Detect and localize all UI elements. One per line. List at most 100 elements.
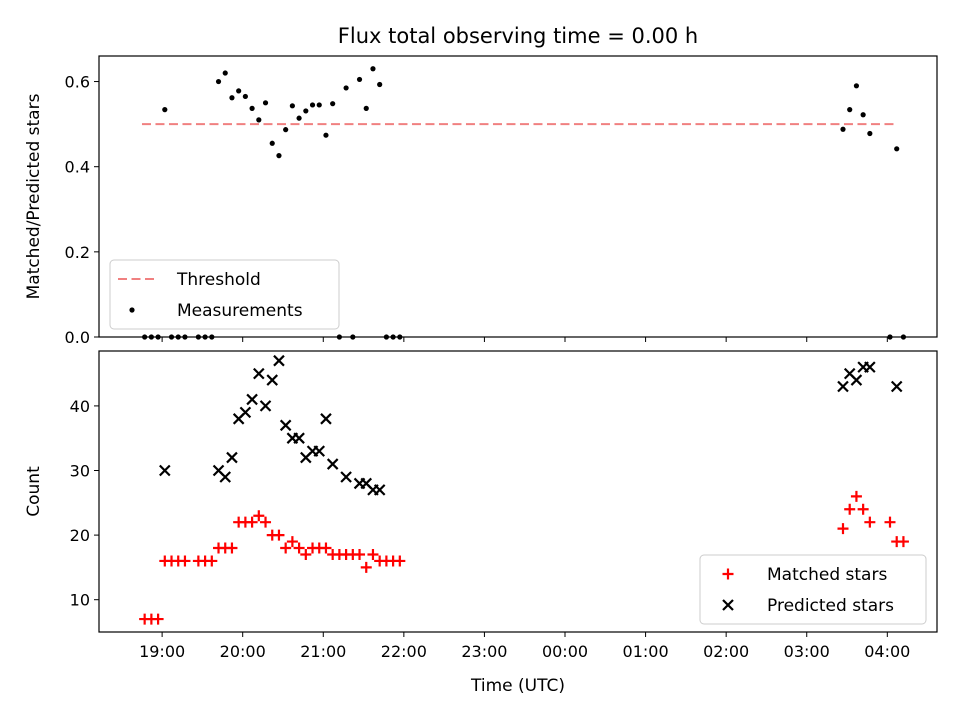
matched-stars-point [864, 516, 876, 528]
matched-stars-point [844, 503, 856, 515]
measurement-point [209, 334, 215, 340]
measurement-point [894, 146, 900, 152]
matched-stars-point [293, 542, 305, 554]
y-tick-label: 40 [70, 397, 90, 416]
predicted-stars-point [273, 354, 285, 367]
matched-stars-point [394, 555, 406, 567]
measurement-point [215, 78, 222, 85]
figure-title: Flux total observing time = 0.00 h [338, 24, 698, 48]
predicted-stars-point [373, 484, 386, 496]
predicted-stars-point [259, 400, 272, 412]
predicted-stars-point [326, 458, 339, 470]
measurement-point [309, 102, 316, 108]
matched-stars-point [273, 529, 285, 541]
y-tick-label: 20 [70, 526, 90, 545]
measurement-point [363, 105, 369, 111]
measurement-point [356, 76, 363, 83]
measurement-point [276, 153, 282, 159]
predicted-stars-point [219, 471, 232, 483]
y-axis-label: Count [24, 466, 44, 517]
x-tick-label: 20:00 [220, 642, 266, 661]
measurement-point [262, 100, 269, 106]
measurement-point [289, 103, 295, 109]
matched-stars-point [280, 542, 292, 554]
y-tick-label: 0.0 [65, 328, 90, 347]
matched-stars-point [367, 548, 379, 560]
measurement-point [887, 334, 893, 340]
measurement-point [175, 334, 181, 340]
measurement-point [283, 127, 289, 133]
x-tick-label: 22:00 [381, 642, 427, 661]
predicted-stars-point [850, 374, 863, 386]
x-tick-label: 03:00 [784, 642, 830, 661]
x-tick-label: 21:00 [300, 642, 346, 661]
matched-stars-point [226, 542, 238, 554]
plot-area [139, 354, 909, 625]
measurement-point [860, 112, 866, 118]
matched-stars-point [206, 555, 218, 567]
x-axis-label: Time (UTC) [470, 676, 565, 696]
x-tick-label: 04:00 [864, 642, 910, 661]
measurement-point [343, 85, 349, 91]
measurement-point [229, 95, 235, 101]
legend-label: Predicted stars [767, 596, 894, 616]
legend-box [699, 554, 927, 625]
measurement-point [182, 334, 188, 340]
x-tick-label: 02:00 [703, 642, 749, 661]
y-tick-label: 0.2 [65, 243, 90, 262]
predicted-stars-point [266, 374, 279, 386]
matched-stars-point [246, 516, 258, 528]
measurement-point [249, 105, 255, 111]
legend-box [109, 259, 340, 330]
matched-stars-point [354, 548, 366, 560]
y-tick-label: 10 [70, 591, 90, 610]
matched-stars-point [253, 510, 265, 522]
predicted-stars-point [239, 406, 252, 419]
measurement-point [303, 108, 309, 114]
measurement-point [323, 132, 329, 138]
legend-label: Threshold [176, 270, 261, 290]
measurement-point [370, 66, 376, 72]
legend-label: Measurements [177, 301, 303, 321]
legend-matched-swatch [722, 568, 734, 580]
matched-stars-point [897, 536, 909, 548]
predicted-stars-point [159, 464, 171, 477]
measurement-point [847, 107, 853, 113]
measurement-point [350, 334, 356, 340]
matched-stars-point [850, 490, 862, 502]
axes-frame [98, 350, 938, 633]
y-tick-label: 30 [70, 462, 90, 481]
legend-measurement-swatch [129, 307, 135, 313]
measurement-point [336, 334, 342, 340]
measurement-point [148, 334, 154, 340]
x-tick-label: 23:00 [461, 642, 507, 661]
measurement-point [142, 334, 148, 340]
measurement-point [222, 70, 228, 76]
y-tick-label: 0.4 [65, 158, 90, 177]
measurement-point [377, 81, 383, 88]
measurement-point [316, 102, 322, 108]
predicted-stars-point [320, 413, 332, 425]
predicted-stars-point [253, 367, 265, 380]
measurement-point [195, 334, 201, 340]
y-axis-label: Matched/Predicted stars [24, 93, 44, 299]
matched-stars-point [837, 523, 849, 535]
x-tick-label: 01:00 [623, 642, 669, 661]
measurement-point [155, 334, 161, 340]
count-panel: 10 20 30 40 19:00 20:00 21:00 22:00 23:00 00:00 01… [24, 350, 938, 696]
legend: Matched stars Predicted stars [699, 554, 927, 625]
measurement-point [162, 107, 168, 113]
predicted-stars-point [313, 445, 326, 457]
matched-stars-point [320, 542, 332, 554]
measurement-point [840, 126, 846, 132]
measurement-point [397, 334, 403, 340]
predicted-stars-point [293, 432, 305, 444]
measurement-point [269, 140, 275, 146]
axes-frame [98, 55, 938, 338]
measurement-point [236, 88, 242, 94]
measurement-point [296, 115, 302, 121]
measurement-point [853, 83, 860, 89]
measurement-point [900, 334, 907, 340]
